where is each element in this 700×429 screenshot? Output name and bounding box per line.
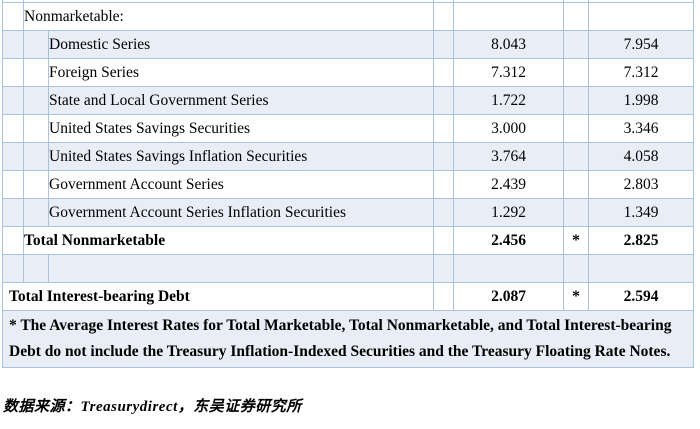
rate-cell-1: 2.439 <box>453 170 564 199</box>
spacer-cell <box>433 226 454 255</box>
rate-cell-2 <box>588 2 694 31</box>
rate-cell-2: 4.058 <box>588 142 694 171</box>
star-cell <box>563 30 589 59</box>
spacer-cell <box>2 142 24 171</box>
rate-cell-2: 2.803 <box>588 170 694 199</box>
spacer-cell <box>453 254 564 283</box>
rate-cell-2: 2.594 <box>588 282 694 311</box>
spacer-cell <box>23 86 49 115</box>
rate-cell-2: 1.349 <box>588 198 694 227</box>
rate-cell-1: 3.000 <box>453 114 564 143</box>
spacer-cell <box>433 114 454 143</box>
total-nonmarketable-row: Total Nonmarketable 2.456 * 2.825 <box>2 226 694 255</box>
table-row: Domestic Series 8.043 7.954 <box>2 30 694 59</box>
spacer-cell <box>433 30 454 59</box>
spacer-cell <box>2 86 24 115</box>
spacer-cell <box>48 254 434 283</box>
spacer-cell <box>433 170 454 199</box>
star-cell <box>563 198 589 227</box>
rate-cell-2: 7.312 <box>588 58 694 87</box>
table-row: Government Account Series 2.439 2.803 <box>2 170 694 199</box>
spacer-cell <box>563 254 589 283</box>
spacer-cell <box>23 114 49 143</box>
spacer-cell <box>2 198 24 227</box>
data-source-line: 数据来源：Treasurydirect，东吴证券研究所 <box>3 399 302 415</box>
section-header-label: Nonmarketable: <box>23 2 434 31</box>
section-header-row: Nonmarketable: <box>2 2 694 31</box>
footnote-star-marker: * <box>563 226 589 255</box>
table-row: State and Local Government Series 1.722 … <box>2 86 694 115</box>
spacer-cell <box>433 282 454 311</box>
row-label: State and Local Government Series <box>48 86 434 115</box>
rate-cell-2: 2.825 <box>588 226 694 255</box>
spacer-cell <box>588 254 694 283</box>
star-cell <box>563 2 589 31</box>
spacer-cell <box>433 254 454 283</box>
spacer-cell <box>2 170 24 199</box>
blank-row <box>2 254 694 283</box>
star-cell <box>563 170 589 199</box>
spacer-cell <box>2 254 24 283</box>
spacer-cell <box>23 170 49 199</box>
table-row: United States Savings Inflation Securiti… <box>2 142 694 171</box>
row-label: Government Account Series <box>48 170 434 199</box>
star-cell <box>563 58 589 87</box>
star-cell <box>563 142 589 171</box>
table-row: Foreign Series 7.312 7.312 <box>2 58 694 87</box>
rate-cell-2: 1.998 <box>588 86 694 115</box>
spacer-cell <box>2 30 24 59</box>
spacer-cell <box>23 58 49 87</box>
spacer-cell <box>433 2 454 31</box>
total-interest-bearing-label: Total Interest-bearing Debt <box>2 282 434 311</box>
rate-cell-1: 7.312 <box>453 58 564 87</box>
spacer-cell <box>2 58 24 87</box>
row-label: United States Savings Securities <box>48 114 434 143</box>
table-row: United States Savings Securities 3.000 3… <box>2 114 694 143</box>
rate-cell-1: 1.292 <box>453 198 564 227</box>
interest-rate-table: Nonmarketable: Domestic Series 8.043 7.9… <box>2 0 694 368</box>
rate-cell-1: 3.764 <box>453 142 564 171</box>
rate-cell-2: 7.954 <box>588 30 694 59</box>
row-label: Foreign Series <box>48 58 434 87</box>
footnote-star-marker: * <box>563 282 589 311</box>
spacer-cell <box>2 114 24 143</box>
rate-cell-1 <box>453 2 564 31</box>
spacer-cell <box>23 142 49 171</box>
spacer-cell <box>433 58 454 87</box>
spacer-cell <box>433 198 454 227</box>
total-interest-bearing-row: Total Interest-bearing Debt 2.087 * 2.59… <box>2 282 694 311</box>
spacer-cell <box>433 142 454 171</box>
rate-cell-1: 8.043 <box>453 30 564 59</box>
star-cell <box>563 86 589 115</box>
spacer-cell <box>23 30 49 59</box>
spacer-cell <box>2 2 24 31</box>
rate-cell-1: 2.456 <box>453 226 564 255</box>
star-cell <box>563 114 589 143</box>
total-nonmarketable-label: Total Nonmarketable <box>23 226 434 255</box>
row-label: Government Account Series Inflation Secu… <box>48 198 434 227</box>
footnote-text: * The Average Interest Rates for Total M… <box>2 310 694 368</box>
table-row: Government Account Series Inflation Secu… <box>2 198 694 227</box>
row-label: Domestic Series <box>48 30 434 59</box>
spacer-cell <box>23 254 49 283</box>
rate-cell-1: 1.722 <box>453 86 564 115</box>
spacer-cell <box>23 198 49 227</box>
spacer-cell <box>433 86 454 115</box>
rate-cell-2: 3.346 <box>588 114 694 143</box>
footnote-row: * The Average Interest Rates for Total M… <box>2 310 694 368</box>
rate-cell-1: 2.087 <box>453 282 564 311</box>
row-label: United States Savings Inflation Securiti… <box>48 142 434 171</box>
spacer-cell <box>2 226 24 255</box>
